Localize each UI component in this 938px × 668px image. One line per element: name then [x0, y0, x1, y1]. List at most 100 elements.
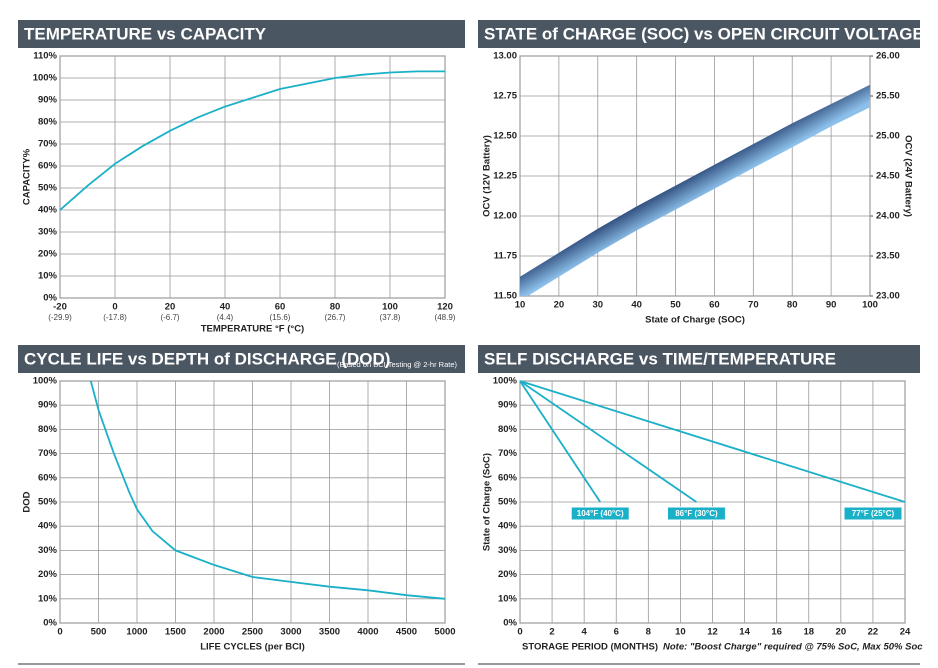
- x-tick-label: 0: [517, 627, 522, 638]
- y-tick-label: 50%: [38, 497, 58, 508]
- y-tick-label: 40%: [38, 521, 58, 532]
- x-tick-label: 8: [646, 627, 651, 638]
- y-tick-label: 100%: [33, 73, 58, 84]
- y-tick-label: 20%: [38, 249, 58, 260]
- x-tick-label: 100: [382, 302, 398, 313]
- x-tick-label: 40: [220, 302, 231, 313]
- y-tick-label: 100%: [33, 376, 58, 387]
- y2-tick-label: 23.50: [876, 251, 900, 262]
- x-tick-label: 20: [836, 627, 847, 638]
- y-axis-label: State of Charge (SoC): [482, 453, 493, 551]
- note: Note: "Boost Charge" required @ 75% SoC,…: [663, 642, 923, 653]
- y2-tick-label: 25.50: [876, 91, 900, 102]
- y-tick-label: 50%: [38, 183, 58, 194]
- x-tick-label: 100: [862, 300, 878, 311]
- x-tick-label: 6: [614, 627, 619, 638]
- x-tick-label: 70: [748, 300, 759, 311]
- x-tick-label: 90: [826, 300, 837, 311]
- y-tick-label: 10%: [498, 593, 518, 604]
- x-tick-sublabel: (48.9): [435, 313, 456, 322]
- series-line: [519, 380, 906, 503]
- y-tick-label: 11.50: [494, 291, 517, 302]
- y-tick-label: 90%: [38, 400, 58, 411]
- y-tick-label: 10%: [38, 593, 58, 604]
- x-tick-label: 22: [868, 627, 879, 638]
- legend-label: 77°F (25°C): [852, 509, 895, 518]
- x-tick-sublabel: (26.7): [325, 313, 346, 322]
- y-tick-label: 60%: [38, 161, 58, 172]
- y-tick-label: 11.75: [494, 251, 518, 262]
- y-axis-label: DOD: [22, 491, 33, 512]
- x-axis-label: State of Charge (SOC): [645, 315, 745, 326]
- chart-title: TEMPERATURE vs CAPACITY: [24, 24, 267, 43]
- x-tick-label: 40: [631, 300, 642, 311]
- x-tick-label: 12: [707, 627, 718, 638]
- legend-box: [570, 506, 630, 521]
- x-tick-label: 4000: [357, 627, 378, 638]
- x-tick-sublabel: (37.8): [380, 313, 401, 322]
- x-tick-label: 120: [437, 302, 453, 313]
- x-tick-label: 5000: [434, 627, 455, 638]
- x-tick-label: 500: [91, 627, 107, 638]
- x-tick-label: 24: [900, 627, 911, 638]
- plot-area: [59, 55, 446, 299]
- band: [520, 84, 870, 296]
- header: [478, 345, 920, 373]
- x-tick-label: 30: [592, 300, 603, 311]
- y-tick-label: 10%: [38, 271, 58, 282]
- y-tick-label: 40%: [38, 205, 58, 216]
- x-tick-label: 4500: [396, 627, 417, 638]
- y-tick-label: 80%: [38, 117, 58, 128]
- x-tick-label: 4: [582, 627, 588, 638]
- x-tick-label: 1500: [165, 627, 186, 638]
- header: [478, 20, 920, 48]
- y2-tick-label: 25.00: [876, 131, 900, 142]
- y-tick-label: 0%: [503, 618, 517, 629]
- chart-title: STATE of CHARGE (SOC) vs OPEN CIRCUIT VO…: [484, 24, 938, 43]
- y-tick-label: 30%: [38, 227, 58, 238]
- chart-title: SELF DISCHARGE vs TIME/TEMPERATURE: [484, 349, 836, 368]
- x-tick-label: 60: [709, 300, 720, 311]
- y-tick-label: 20%: [498, 569, 518, 580]
- y-tick-label: 12.75: [493, 91, 517, 102]
- x-tick-sublabel: (-29.9): [48, 313, 72, 322]
- x-axis-label: LIFE CYCLES (per BCI): [200, 642, 305, 653]
- x-tick-sublabel: (-6.7): [160, 313, 179, 322]
- x-axis-label: TEMPERATURE °F (°C): [201, 324, 304, 335]
- x-tick-label: 2: [549, 627, 554, 638]
- header: [18, 345, 465, 373]
- x-tick-label: 14: [739, 627, 750, 638]
- y-axis-label: OCV (12V Battery): [482, 135, 493, 217]
- y2-tick-label: 23.00: [876, 291, 900, 302]
- y-tick-label: 70%: [498, 448, 518, 459]
- x-tick-label: 18: [803, 627, 814, 638]
- y-tick-label: 90%: [38, 95, 58, 106]
- x-tick-sublabel: (4.4): [217, 313, 234, 322]
- legend-box: [666, 506, 726, 521]
- y2-tick-label: 24.00: [876, 211, 900, 222]
- y-tick-label: 12.25: [493, 171, 517, 182]
- y-tick-label: 70%: [38, 139, 58, 150]
- y-tick-label: 30%: [498, 545, 518, 556]
- y-axis-label: CAPACITY%: [22, 148, 33, 205]
- y-tick-label: 12.50: [493, 131, 517, 142]
- x-tick-label: 80: [330, 302, 341, 313]
- y-tick-label: 0%: [43, 618, 57, 629]
- x-tick-label: 3000: [280, 627, 301, 638]
- y2-axis-label: OCV (24V Battery): [902, 135, 913, 217]
- y-tick-label: 13.00: [493, 51, 517, 62]
- x-tick-label: 10: [515, 300, 526, 311]
- y-tick-label: 80%: [38, 424, 58, 435]
- y2-tick-label: 24.50: [876, 171, 900, 182]
- series-line: [519, 380, 601, 503]
- y-tick-label: 60%: [498, 472, 518, 483]
- x-tick-label: 50: [670, 300, 681, 311]
- x-tick-label: 0: [112, 302, 117, 313]
- x-tick-sublabel: (15.6): [270, 313, 291, 322]
- x-tick-label: 60: [275, 302, 286, 313]
- y-tick-label: 20%: [38, 569, 58, 580]
- x-tick-label: 20: [554, 300, 565, 311]
- x-tick-label: 20: [165, 302, 176, 313]
- x-tick-label: -20: [53, 302, 67, 313]
- x-tick-label: 80: [787, 300, 798, 311]
